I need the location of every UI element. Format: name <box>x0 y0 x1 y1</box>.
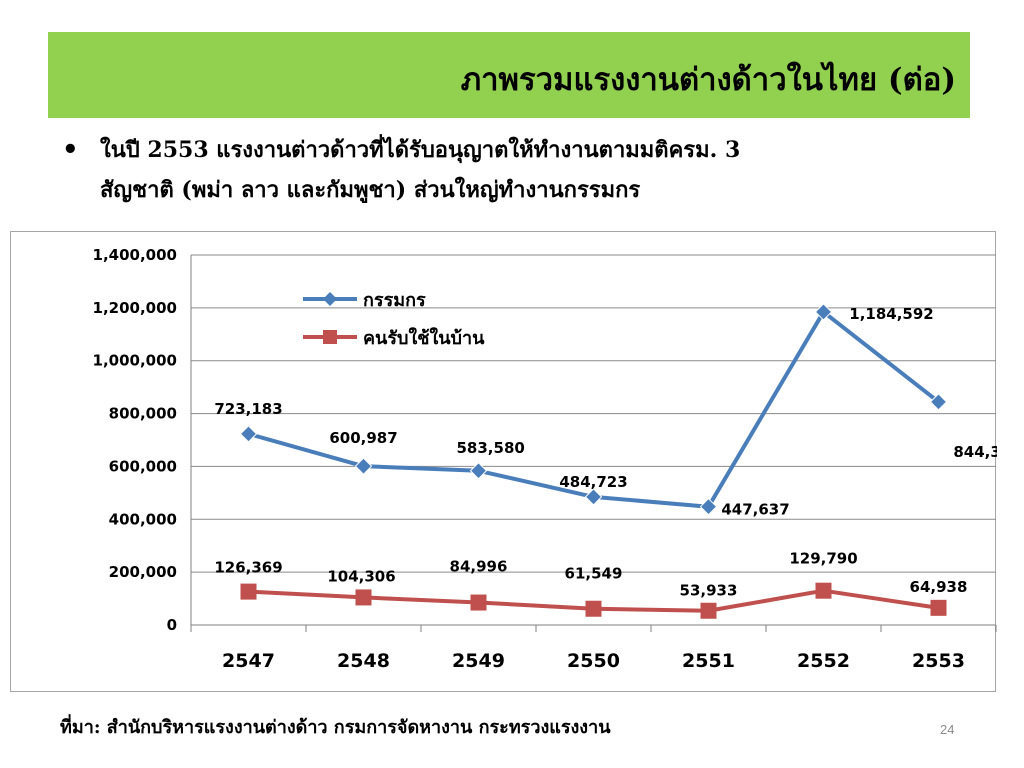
slide-title: ภาพรวมแรงงานต่างด้าวในไทย (ต่อ) <box>460 62 956 98</box>
data-label: 1,184,592 <box>849 305 933 323</box>
legend-marker <box>323 330 337 344</box>
data-point-marker <box>585 600 602 617</box>
data-label: 129,790 <box>789 550 857 568</box>
data-point-marker <box>470 594 487 611</box>
y-tick-label: 1,400,000 <box>93 246 177 264</box>
chart-frame: 0 200,000 400,000 600,000 800,000 1,000,000 1,… <box>10 231 997 692</box>
y-tick-label: 600,000 <box>109 457 177 475</box>
data-point-marker <box>355 589 372 606</box>
data-label: 53,933 <box>680 582 738 600</box>
y-tick-label: 200,000 <box>109 563 177 581</box>
title-bar: ภาพรวมแรงงานต่างด้าวในไทย (ต่อ) <box>48 32 970 118</box>
data-label: 126,369 <box>214 559 282 577</box>
x-category-label: 2551 <box>682 650 735 672</box>
data-label: 104,306 <box>327 567 395 585</box>
x-category-label: 2549 <box>452 650 505 672</box>
page-number: 24 <box>940 722 955 737</box>
data-label: 600,987 <box>329 429 397 447</box>
x-category-label: 2547 <box>222 650 275 672</box>
data-point-marker <box>699 497 718 516</box>
y-tick-label: 1,000,000 <box>93 352 177 370</box>
data-point-marker <box>815 582 832 599</box>
data-point-marker <box>239 425 258 443</box>
data-point-marker <box>700 602 717 619</box>
data-label: 583,580 <box>457 439 525 457</box>
y-tick-label: 1,200,000 <box>93 299 177 317</box>
x-category-label: 2553 <box>912 650 965 672</box>
x-category-label: 2552 <box>797 650 850 672</box>
data-point-marker <box>354 457 373 475</box>
data-point-marker <box>469 462 488 480</box>
bullet-line-1: ในปี 2553 แรงงานต่าวด้าวที่ได้รับอนุญาตใ… <box>100 137 741 163</box>
legend-marker <box>323 292 337 306</box>
x-category-label: 2548 <box>337 650 390 672</box>
data-label: 447,637 <box>721 501 789 519</box>
y-tick-label: 400,000 <box>109 510 177 528</box>
y-tick-label: 800,000 <box>109 405 177 423</box>
data-label: 61,549 <box>565 565 623 583</box>
data-label: 84,996 <box>450 558 508 576</box>
data-point-marker <box>929 393 948 411</box>
x-category-label: 2550 <box>567 650 620 672</box>
data-point-marker <box>814 303 833 321</box>
line-chart: 0 200,000 400,000 600,000 800,000 1,000,000 1,… <box>93 246 997 672</box>
data-label: 723,183 <box>214 400 282 418</box>
legend-label: คนรับใช้ในบ้าน <box>363 327 485 349</box>
y-tick-label: 0 <box>167 616 177 634</box>
data-point-marker <box>930 599 947 616</box>
data-label: 484,723 <box>559 473 627 491</box>
data-label: 844,329 <box>953 443 997 461</box>
data-point-marker <box>584 488 603 506</box>
legend-label: กรรมกร <box>363 290 426 311</box>
data-point-marker <box>240 583 257 600</box>
data-label: 64,938 <box>910 578 968 596</box>
bullet-dot-icon: • <box>62 135 79 165</box>
source-note: ที่มา: สำนักบริหารแรงงานต่างด้าว กรมการจ… <box>60 717 611 738</box>
bullet-line-2: สัญชาติ (พม่า ลาว และกัมพูชา) ส่วนใหญ่ทำ… <box>100 177 641 203</box>
